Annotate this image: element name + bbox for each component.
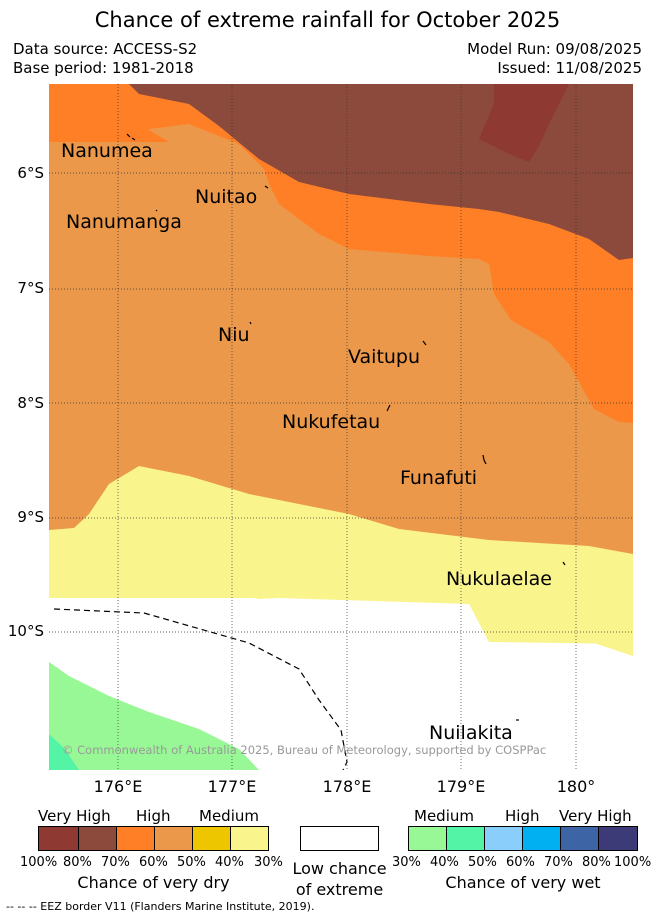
wet-swatch-4 [523,827,561,850]
place-label-nuitao: Nuitao [195,186,258,208]
dry-legend-title: Chance of very dry [77,873,230,892]
dry-pct-40: 40% [215,855,244,870]
island-mark-nuitao [264,185,269,189]
high-dry-left-patch [49,84,169,142]
island-mark-nukufetau [386,404,391,412]
dry-swatch-2 [79,827,117,850]
dry-swatch-3 [117,827,155,850]
low-chance-swatch [300,826,379,851]
wet-swatch-5 [561,827,599,850]
lon-label-177e: 177°E [207,777,257,796]
dry-pct-70: 70% [101,855,130,870]
low-dry-band [49,544,633,654]
lon-label-180: 180° [556,777,596,796]
eez-border-note: -- -- -- EEZ border V11 (Flanders Marine… [6,900,315,913]
medium-high-wet-region [49,734,79,770]
model-run: Model Run: 09/08/2025 [467,40,642,58]
page-title: Chance of extreme rainfall for October 2… [94,8,561,32]
wet-swatch-2 [447,827,485,850]
place-label-nukufetau: Nukufetau [282,411,381,433]
dry-pct-30: 30% [254,855,283,870]
lon-label-179e: 179°E [436,777,486,796]
dry-swatch-1 [39,827,79,850]
wet-swatch-6 [599,827,637,850]
issued-date: Issued: 11/08/2025 [497,59,642,77]
lat-label-7s: 7°S [17,279,44,297]
dry-category-high: High [136,807,171,825]
medium-wet-region [49,662,259,770]
wet-swatch-3 [485,827,523,850]
place-label-nuilakita: Nuilakita [429,722,513,744]
wet-pct-60: 60% [506,855,535,870]
dry-pct-80: 80% [63,855,92,870]
wet-legend-title: Chance of very wet [445,873,601,892]
wet-pct-100: 100% [614,855,652,870]
place-label-nanumea: Nanumea [61,140,153,162]
dry-pct-60: 60% [139,855,168,870]
low-chance-title-line2: of extreme [295,880,384,899]
rainfall-map[interactable] [49,84,633,770]
eez-border [53,608,348,770]
place-label-funafuti: Funafuti [400,467,478,489]
graticule [49,84,633,770]
dry-swatch-6 [231,827,268,850]
lat-label-8s: 8°S [17,394,44,412]
wet-legend-colorbar [408,826,638,851]
wet-pct-80: 80% [582,855,611,870]
wet-pct-40: 40% [430,855,459,870]
dry-pct-50: 50% [177,855,206,870]
wet-category-medium: Medium [414,807,474,825]
place-label-niu: Niu [218,324,250,346]
island-marks [126,133,566,721]
island-mark-nukulaelae [562,561,566,566]
island-mark-niu [249,321,252,325]
data-source: Data source: ACCESS-S2 [13,40,198,58]
lon-label-178e: 178°E [322,777,372,796]
place-label-vaitupu: Vaitupu [348,346,421,368]
place-label-nanumanga: Nanumanga [66,211,182,233]
dry-pct-100: 100% [20,855,58,870]
dry-swatch-5 [193,827,231,850]
island-mark-nanumanga [155,209,158,212]
lon-label-176e: 176°E [93,777,143,796]
island-mark-funafuti [482,454,487,465]
wet-pct-50: 50% [468,855,497,870]
wet-category-high: High [505,807,540,825]
dry-category-very-high: Very High [38,807,111,825]
very-high-dry-core [479,84,569,162]
lat-label-6s: 6°S [17,164,44,182]
low-chance-title-line1: Low chance [292,859,387,878]
dry-legend-colorbar [38,826,269,851]
island-mark-vaitupu [422,340,427,346]
wet-swatch-1 [409,827,447,850]
wet-pct-30: 30% [392,855,421,870]
copyright-notice: © Commonwealth of Australia 2025, Bureau… [62,743,547,757]
dry-swatch-4 [155,827,193,850]
wet-category-very-high: Very High [559,807,632,825]
dry-category-medium: Medium [199,807,259,825]
place-label-nukulaelae: Nukulaelae [446,568,552,590]
map-canvas [49,84,633,770]
island-mark-nanumea [126,133,136,141]
wet-pct-70: 70% [544,855,573,870]
lat-label-10s: 10°S [7,622,44,640]
base-period: Base period: 1981-2018 [13,59,194,77]
lat-label-9s: 9°S [17,508,44,526]
